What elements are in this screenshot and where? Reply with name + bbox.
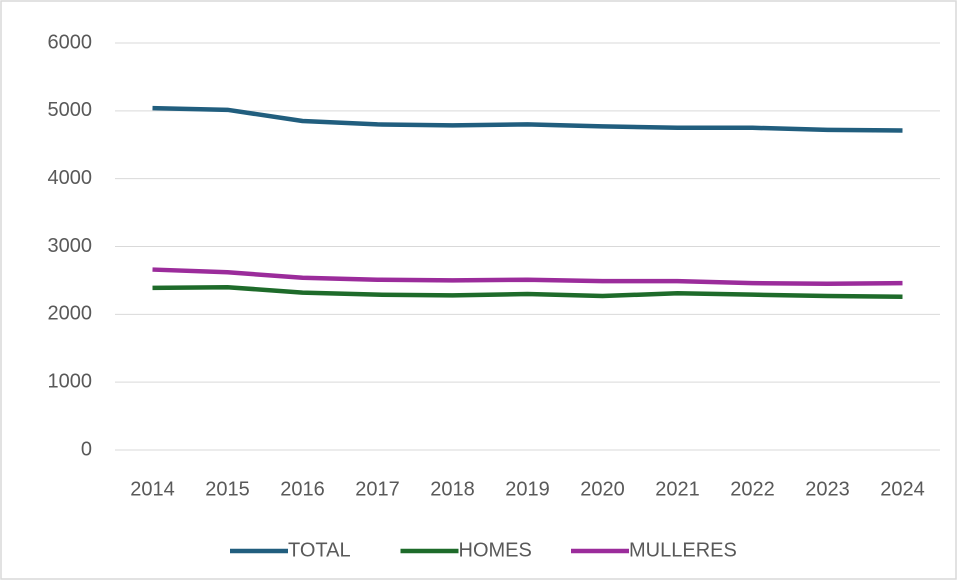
x-tick-label: 2014 (130, 478, 175, 500)
y-tick-label: 3000 (48, 235, 93, 257)
legend-label: TOTAL (288, 539, 351, 561)
y-tick-label: 2000 (48, 303, 93, 325)
x-tick-label: 2023 (805, 478, 850, 500)
x-tick-label: 2021 (655, 478, 700, 500)
x-tick-label: 2015 (205, 478, 250, 500)
x-tick-label: 2019 (505, 478, 550, 500)
x-tick-label: 2022 (730, 478, 775, 500)
legend-label: HOMES (459, 539, 532, 561)
y-tick-label: 5000 (48, 99, 93, 121)
line-series (152, 267, 903, 287)
y-tick-label: 0 (81, 438, 92, 460)
x-tick-label: 2016 (280, 478, 325, 500)
legend-label: MULLERES (629, 539, 737, 561)
y-tick-label: 1000 (48, 370, 93, 392)
x-tick-label: 2024 (880, 478, 925, 500)
y-tick-label: 4000 (48, 167, 93, 189)
y-tick-label: 6000 (48, 31, 93, 53)
x-tick-label: 2017 (355, 478, 400, 500)
line-series (152, 284, 903, 299)
line-series (152, 105, 903, 133)
x-tick-label: 2020 (580, 478, 625, 500)
x-tick-label: 2018 (430, 478, 475, 500)
